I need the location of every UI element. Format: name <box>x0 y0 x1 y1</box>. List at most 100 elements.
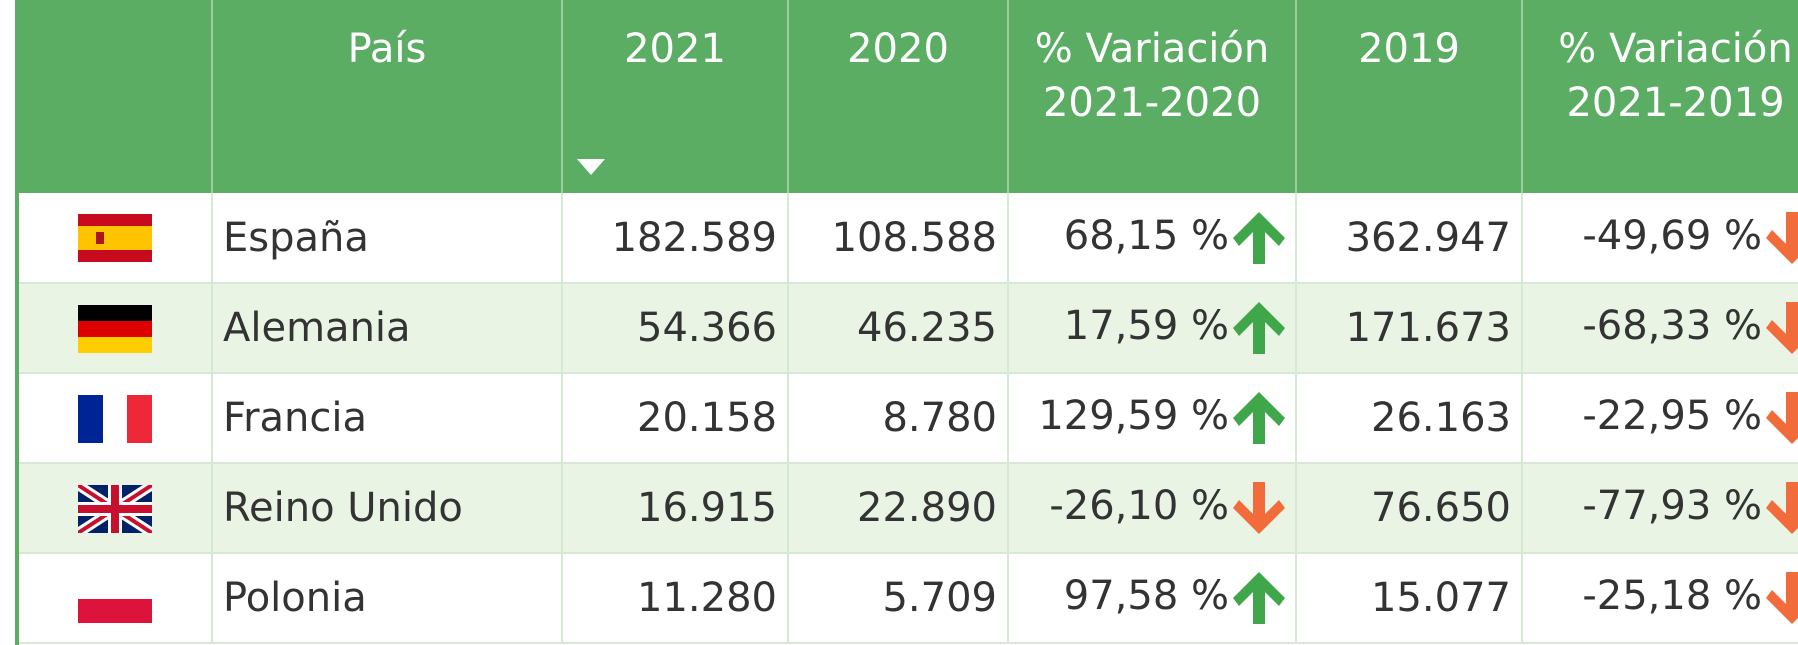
cell-value: 46.235 <box>857 305 997 351</box>
value-cell: -26,10 % <box>1008 463 1297 554</box>
flag-cell <box>19 553 213 644</box>
value-cell: 16.915 <box>562 463 789 554</box>
cell-value: 362.947 <box>1345 214 1511 261</box>
table-row: España 182.589 108.588 68,15 % 362.947 -49,69… <box>19 193 1798 284</box>
header-label: 2020 <box>847 26 949 72</box>
country-name: Francia <box>223 395 368 441</box>
cell-value: 20.158 <box>637 395 777 441</box>
header-label: 2021 <box>624 26 726 72</box>
cell-value: 11.280 <box>637 575 777 621</box>
country-name: España <box>223 214 369 261</box>
arrow-down <box>1766 572 1798 624</box>
value-cell: 362.947 <box>1296 193 1523 284</box>
arrow-down <box>1766 482 1798 534</box>
arrow-down <box>1766 302 1798 354</box>
cell-value: 182.589 <box>611 214 777 261</box>
value-cell: 8.780 <box>788 373 1009 464</box>
table-row: Alemania 54.366 46.235 17,59 % 171.673 -68,33… <box>19 283 1798 374</box>
table-row: Francia 20.158 8.780 129,59 % 26.163 -22,95 % <box>19 373 1798 464</box>
flag-icon <box>78 394 152 443</box>
flag-cell <box>19 283 213 374</box>
cell-value: 129,59 % <box>1038 393 1229 439</box>
country-cell: Francia <box>212 373 563 464</box>
arrow-up <box>1233 392 1285 444</box>
cell-value: 68,15 % <box>1063 212 1229 259</box>
value-cell: -77,93 % <box>1522 463 1798 554</box>
arrow-up <box>1233 302 1285 354</box>
sort-indicator[interactable] <box>577 159 605 175</box>
value-cell: 26.163 <box>1296 373 1523 464</box>
country-cell: Alemania <box>212 283 563 374</box>
value-cell: 54.366 <box>562 283 789 374</box>
header-cell: 2019 <box>1296 0 1523 193</box>
arrow-up <box>1233 572 1285 624</box>
value-cell: 20.158 <box>562 373 789 464</box>
value-cell: 22.890 <box>788 463 1009 554</box>
value-cell: 129,59 % <box>1008 373 1297 464</box>
flag-icon <box>78 214 152 262</box>
value-cell: 97,58 % <box>1008 553 1297 644</box>
cell-value: 17,59 % <box>1063 303 1229 349</box>
header-label: % Variación 2021-2020 <box>1034 26 1270 126</box>
cell-value: -26,10 % <box>1049 483 1229 529</box>
header-label: País <box>347 26 427 72</box>
value-cell: -25,18 % <box>1522 553 1798 644</box>
cell-value: 54.366 <box>637 305 777 351</box>
cell-value: 22.890 <box>857 485 997 531</box>
arrow-up <box>1233 211 1285 264</box>
value-cell: 5.709 <box>788 553 1009 644</box>
header-cell: 2020 <box>788 0 1009 193</box>
table-body: España 182.589 108.588 68,15 % 362.947 -49,69… <box>19 193 1798 644</box>
cell-value: 26.163 <box>1371 395 1511 441</box>
value-cell: 17,59 % <box>1008 283 1297 374</box>
header-cell <box>19 0 213 193</box>
cell-value: -22,95 % <box>1582 393 1762 439</box>
header-cell: País <box>212 0 563 193</box>
header-row: País 2021 2020 % Variación 2021-2020 2019 % V… <box>19 0 1798 193</box>
cell-value: 108.588 <box>831 214 997 261</box>
cell-value: -49,69 % <box>1582 212 1762 259</box>
arrow-down <box>1766 211 1798 264</box>
header-label: 2019 <box>1358 26 1460 72</box>
header-label: % Variación 2021-2019 <box>1558 26 1793 126</box>
country-name: Alemania <box>223 305 411 351</box>
flag-icon <box>75 480 155 537</box>
cell-value: 171.673 <box>1345 305 1511 351</box>
country-cell: Reino Unido <box>212 463 563 554</box>
cell-value: 8.780 <box>882 395 997 441</box>
header-cell: % Variación 2021-2020 <box>1008 0 1297 193</box>
header-cell: % Variación 2021-2019 <box>1522 0 1798 193</box>
country-name: Reino Unido <box>223 485 463 531</box>
arrow-down <box>1766 392 1798 444</box>
flag-cell <box>19 373 213 464</box>
cell-value: 16.915 <box>637 485 777 531</box>
flag-icon <box>78 574 152 623</box>
cell-value: -68,33 % <box>1582 303 1762 349</box>
country-cell: Polonia <box>212 553 563 644</box>
value-cell: 108.588 <box>788 193 1009 284</box>
data-table: País 2021 2020 % Variación 2021-2020 2019 % V… <box>19 0 1798 644</box>
flag-cell <box>19 463 213 554</box>
table-row: Reino Unido 16.915 22.890 -26,10 % 76.650 -77… <box>19 463 1798 554</box>
value-cell: 15.077 <box>1296 553 1523 644</box>
value-cell: -68,33 % <box>1522 283 1798 374</box>
cell-value: 15.077 <box>1371 575 1511 621</box>
cell-value: -77,93 % <box>1582 483 1762 529</box>
cell-value: 97,58 % <box>1063 573 1229 619</box>
value-cell: 76.650 <box>1296 463 1523 554</box>
header-cell: 2021 <box>562 0 789 193</box>
table-row: Polonia 11.280 5.709 97,58 % 15.077 -25,18 % <box>19 553 1798 644</box>
value-cell: 11.280 <box>562 553 789 644</box>
value-cell: 171.673 <box>1296 283 1523 374</box>
cell-value: 5.709 <box>882 575 997 621</box>
country-cell: España <box>212 193 563 284</box>
flag-cell <box>19 193 213 284</box>
cell-value: -25,18 % <box>1582 573 1762 619</box>
flag-icon <box>78 304 152 353</box>
value-cell: 46.235 <box>788 283 1009 374</box>
value-cell: 182.589 <box>562 193 789 284</box>
value-cell: -49,69 % <box>1522 193 1798 284</box>
country-name: Polonia <box>223 575 367 621</box>
value-cell: 68,15 % <box>1008 193 1297 284</box>
cell-value: 76.650 <box>1371 485 1511 531</box>
